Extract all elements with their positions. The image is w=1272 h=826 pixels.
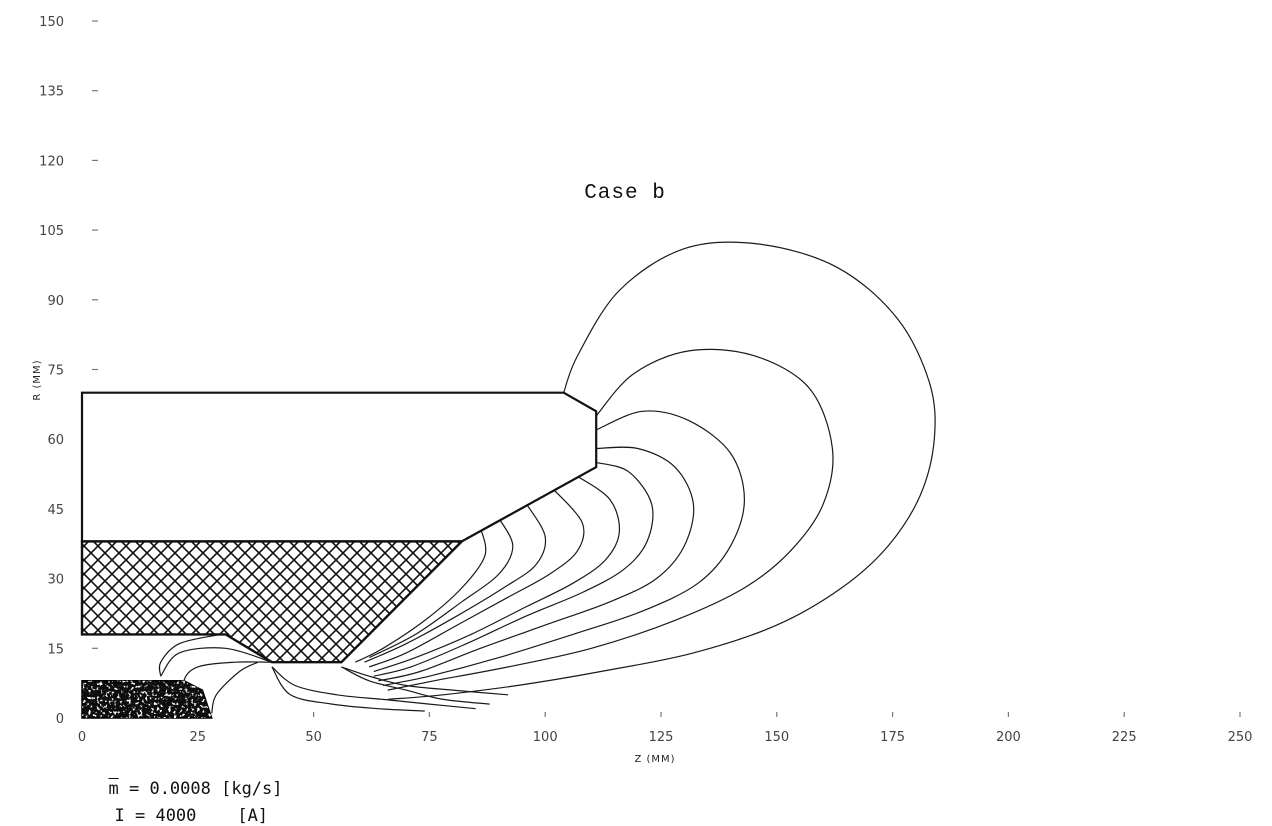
cathode-texture bbox=[82, 680, 212, 718]
x-tick-label: 200 bbox=[996, 730, 1021, 745]
x-tick-label: 0 bbox=[78, 730, 86, 745]
field-lines bbox=[158, 241, 936, 714]
field-line bbox=[373, 461, 654, 677]
current-annotation: I = 4000 [A] bbox=[94, 786, 268, 826]
field-line bbox=[160, 647, 273, 677]
field-line bbox=[378, 446, 695, 682]
current-value: = 4000 [A] bbox=[134, 806, 269, 826]
current-symbol: I bbox=[114, 806, 125, 826]
y-tick-label: 15 bbox=[47, 642, 64, 657]
y-tick-label: 60 bbox=[47, 433, 64, 448]
x-axis-label: Z (MM) bbox=[634, 754, 675, 765]
field-line bbox=[387, 348, 834, 691]
x-tick-label: 100 bbox=[533, 730, 558, 745]
y-axis: 0 15 30 45 60 75 90 105 120 135 150 bbox=[39, 15, 98, 727]
mass-flow-symbol: m bbox=[108, 779, 119, 799]
field-line bbox=[368, 517, 514, 659]
y-tick-label: 135 bbox=[39, 85, 64, 100]
y-tick-label: 105 bbox=[39, 224, 64, 239]
x-tick-label: 25 bbox=[190, 730, 207, 745]
y-tick-label: 75 bbox=[47, 364, 64, 379]
field-line bbox=[211, 661, 259, 714]
y-tick-label: 0 bbox=[56, 712, 64, 727]
field-line bbox=[158, 633, 222, 677]
field-line bbox=[271, 666, 476, 710]
x-tick-label: 75 bbox=[421, 730, 438, 745]
field-line bbox=[341, 666, 509, 696]
y-tick-label: 150 bbox=[39, 15, 64, 30]
chart-title: Case b bbox=[584, 182, 666, 205]
x-axis: 0 25 50 75 100 125 150 175 200 225 250 bbox=[78, 712, 1253, 745]
x-tick-label: 250 bbox=[1228, 730, 1253, 745]
y-axis-label: R (MM) bbox=[32, 359, 43, 400]
x-tick-label: 175 bbox=[880, 730, 905, 745]
insulator-body bbox=[80, 540, 465, 664]
field-line bbox=[341, 666, 490, 705]
y-tick-label: 30 bbox=[47, 573, 64, 588]
electrode-geometry bbox=[80, 391, 598, 719]
field-line bbox=[355, 527, 487, 663]
mass-flow-value: = 0.0008 [kg/s] bbox=[128, 779, 283, 799]
field-line bbox=[271, 666, 425, 712]
x-tick-label: 125 bbox=[649, 730, 674, 745]
y-tick-label: 45 bbox=[47, 503, 64, 518]
y-tick-label: 90 bbox=[47, 294, 64, 309]
field-line bbox=[368, 489, 585, 668]
field-line bbox=[373, 475, 621, 673]
x-tick-label: 150 bbox=[764, 730, 789, 745]
field-line bbox=[382, 410, 746, 687]
x-tick-label: 50 bbox=[305, 730, 322, 745]
nozzle-body bbox=[80, 391, 598, 543]
x-tick-label: 225 bbox=[1112, 730, 1137, 745]
field-line bbox=[387, 241, 936, 700]
y-tick-label: 120 bbox=[39, 154, 64, 169]
mass-flow-annotation: m = 0.0008 [kg/s] bbox=[88, 759, 283, 799]
field-line bbox=[364, 503, 547, 663]
